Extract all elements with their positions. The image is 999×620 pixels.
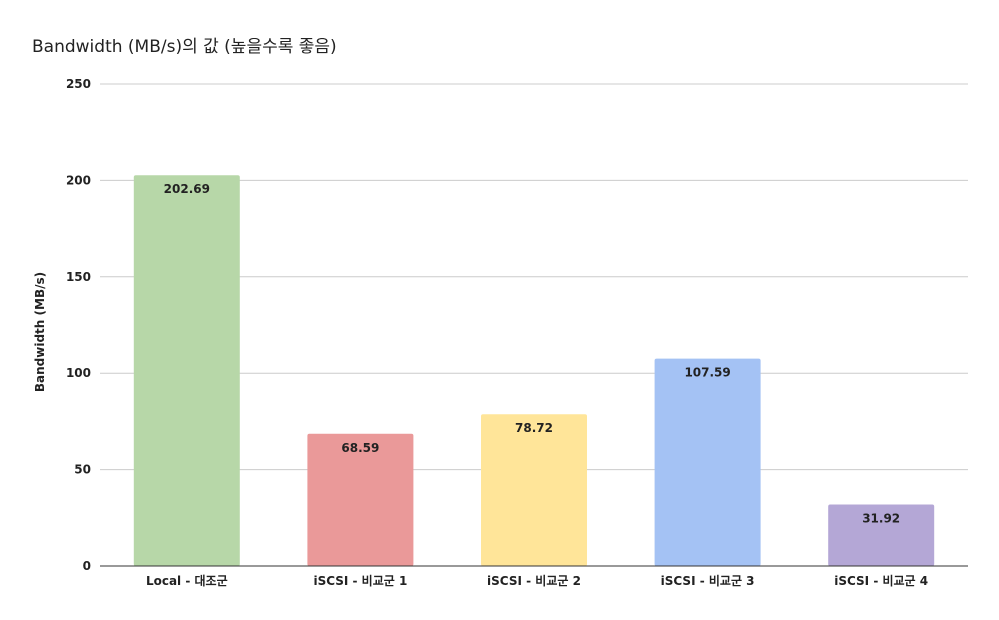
- x-axis-ticks: Local - 대조군 iSCSI - 비교군 1 iSCSI - 비교군 2 iSC…: [146, 573, 928, 588]
- y-tick-label: 100: [66, 366, 91, 380]
- x-tick-label: iSCSI - 비교군 4: [834, 573, 928, 588]
- y-tick-label: 50: [74, 463, 91, 477]
- data-label: 107.59: [684, 366, 730, 380]
- bar: [307, 433, 414, 566]
- data-label: 202.69: [164, 182, 210, 196]
- y-tick-label: 0: [83, 559, 91, 573]
- data-labels: 202.69 68.59 78.72 107.59 31.92: [164, 182, 901, 525]
- bar: [828, 504, 935, 566]
- y-axis-label: Bandwidth (MB/s): [33, 272, 47, 392]
- y-tick-label: 200: [66, 173, 91, 187]
- data-label: 78.72: [515, 421, 553, 435]
- x-tick-label: iSCSI - 비교군 1: [313, 573, 407, 588]
- bar: [481, 414, 587, 566]
- data-label: 31.92: [862, 511, 900, 525]
- y-axis-ticks: 0 50 100 150 200 250: [66, 77, 91, 573]
- x-tick-label: Local - 대조군: [146, 574, 228, 588]
- bars: [133, 175, 935, 566]
- bar: [133, 175, 240, 566]
- x-tick-label: iSCSI - 비교군 2: [487, 573, 581, 588]
- x-tick-label: iSCSI - 비교군 3: [661, 573, 755, 588]
- bar: [654, 358, 761, 566]
- chart-title: Bandwidth (MB/s)의 값 (높을수록 좋음): [32, 37, 337, 57]
- data-label: 68.59: [341, 441, 379, 455]
- y-tick-label: 250: [66, 77, 91, 91]
- y-tick-label: 150: [66, 270, 91, 284]
